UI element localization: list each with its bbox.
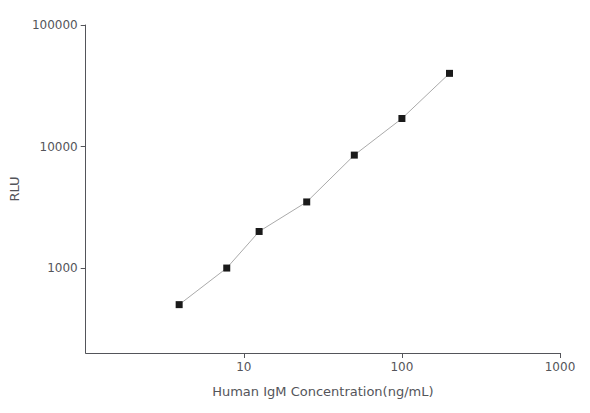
svg-text:100: 100 — [390, 360, 413, 374]
svg-text:1000: 1000 — [47, 261, 78, 275]
svg-text:Human IgM Concentration(ng/mL): Human IgM Concentration(ng/mL) — [212, 384, 433, 399]
svg-text:10: 10 — [236, 360, 251, 374]
svg-text:100000: 100000 — [32, 18, 78, 32]
svg-text:RLU: RLU — [7, 176, 22, 201]
svg-text:10000: 10000 — [40, 140, 78, 154]
svg-text:1000: 1000 — [545, 360, 576, 374]
